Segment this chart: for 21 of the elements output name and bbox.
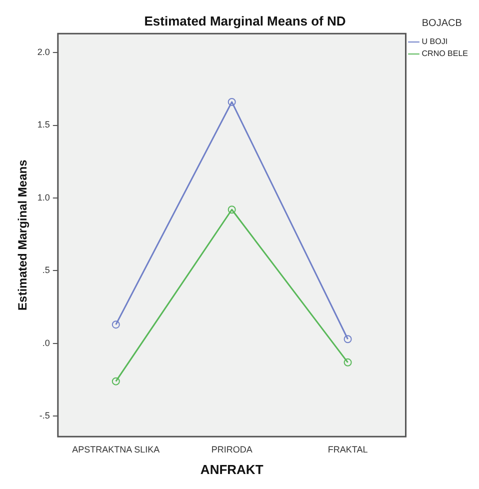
x-tick-label: PRIRODA [211, 444, 252, 454]
y-tick-label: 1.0 [37, 192, 50, 202]
y-tick-label: .0 [42, 338, 50, 348]
x-tick-label: FRAKTAL [328, 444, 368, 454]
point [112, 377, 120, 386]
point [228, 98, 236, 106]
x-tick-label: APSTRAKTNA SLIKA [72, 444, 160, 454]
point [344, 358, 352, 366]
y-tick-label: 2.0 [37, 47, 50, 57]
x-axis-title: ANFRAKT [200, 462, 264, 477]
y-tick-label: -.5 [39, 410, 50, 421]
y-tick-label: .5 [42, 265, 50, 276]
y-tick-label: 1.5 [37, 120, 50, 130]
y-axis-title: Estimated Marginal Means [16, 159, 30, 310]
point [112, 320, 120, 329]
chart-title: Estimated Marginal Means of ND [144, 13, 346, 28]
legend-title: BOJACB [422, 18, 462, 29]
point [228, 206, 236, 214]
legend-label: CRNO BELE [422, 49, 468, 58]
legend-label: U BOJI [422, 37, 448, 46]
point [344, 335, 352, 344]
